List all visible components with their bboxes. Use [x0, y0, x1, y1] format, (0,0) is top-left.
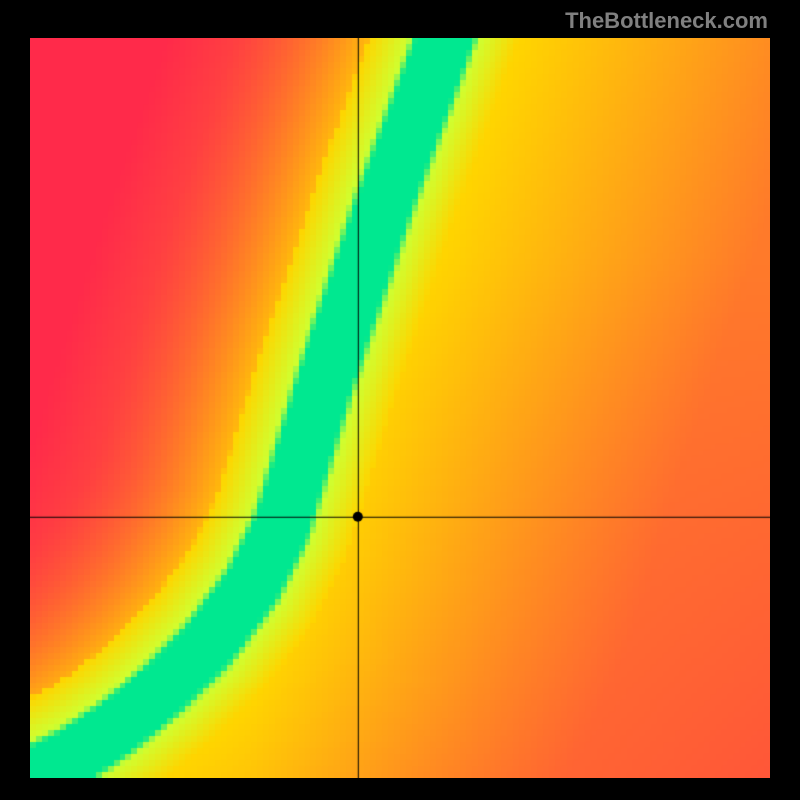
- watermark-text: TheBottleneck.com: [565, 8, 768, 34]
- heatmap-plot: [30, 38, 770, 778]
- chart-container: TheBottleneck.com: [0, 0, 800, 800]
- heatmap-canvas: [30, 38, 770, 778]
